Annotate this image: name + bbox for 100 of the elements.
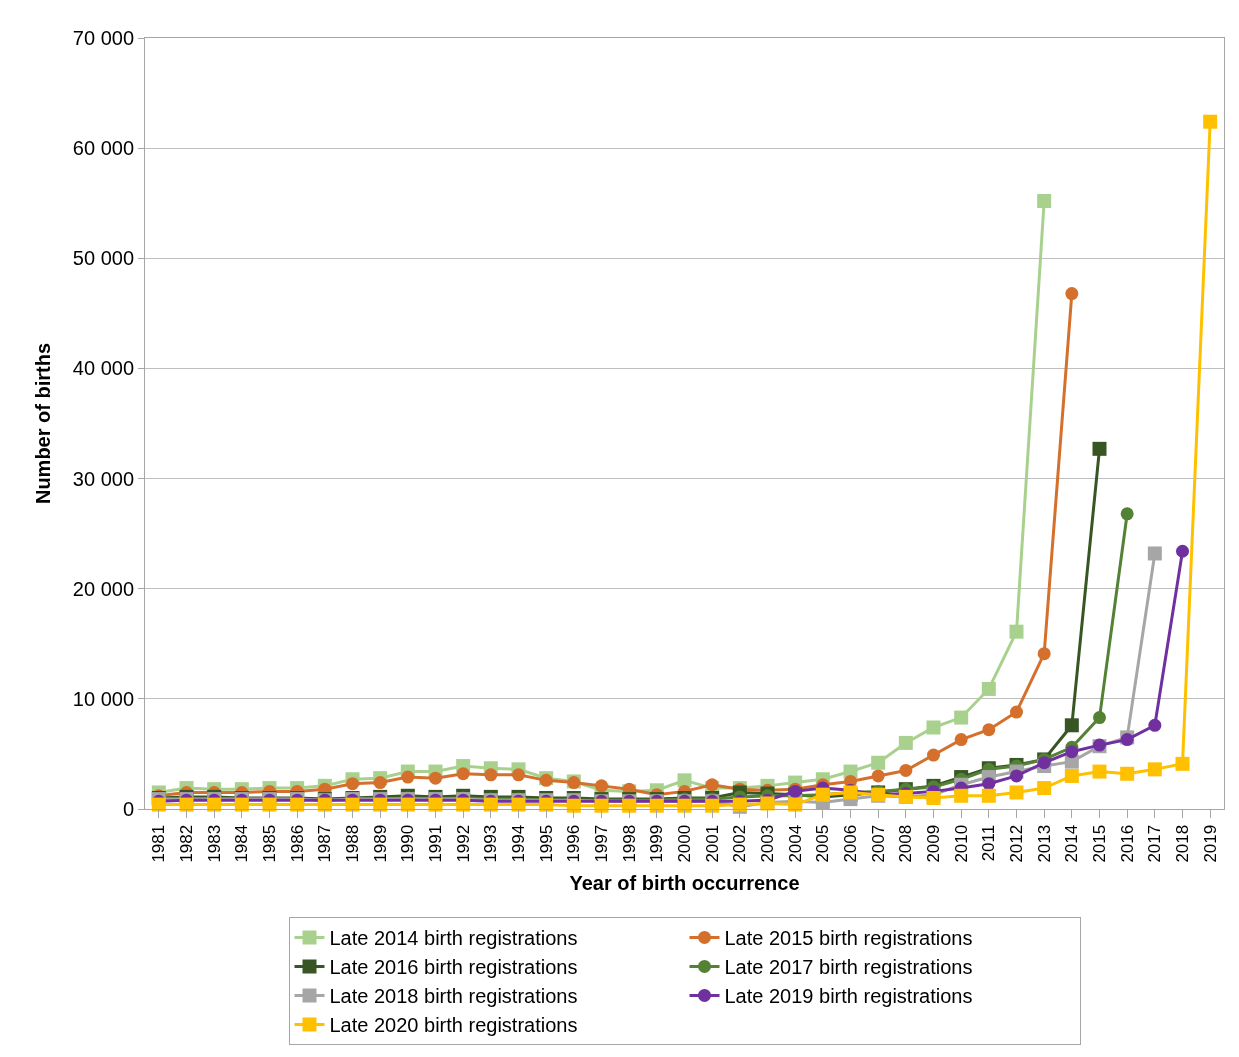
point xyxy=(483,797,498,812)
x-tick-label: 2005 xyxy=(813,824,833,863)
point xyxy=(1064,768,1079,783)
x-tick-label: 2019 xyxy=(1200,824,1220,863)
x-tick-label: 1982 xyxy=(177,824,197,863)
x-tick-label: 1999 xyxy=(647,824,667,863)
point xyxy=(1175,756,1190,771)
x-tick-label: 2004 xyxy=(785,824,805,863)
y-tick-label: 50 000 xyxy=(72,247,134,270)
point xyxy=(926,720,941,735)
x-tick-label: 1997 xyxy=(592,824,612,863)
x-tick-label: 1985 xyxy=(260,824,280,863)
x-tick-label: 2015 xyxy=(1090,824,1110,863)
point xyxy=(290,797,305,812)
x-tick-label: 1989 xyxy=(370,824,390,863)
point xyxy=(484,768,498,782)
y-tick-label: 30 000 xyxy=(72,467,134,490)
y-tick-label: 20 000 xyxy=(72,577,134,600)
x-tick-label: 2013 xyxy=(1034,824,1054,863)
legend-label: Late 2014 birth registrations xyxy=(329,927,578,950)
point xyxy=(981,788,996,803)
point xyxy=(871,769,885,783)
x-tick-label: 1998 xyxy=(619,824,639,863)
x-tick-label: 2007 xyxy=(868,824,888,863)
point xyxy=(871,755,886,770)
y-tick-label: 40 000 xyxy=(72,357,134,380)
point xyxy=(1037,647,1051,661)
x-tick-label: 2001 xyxy=(702,824,722,863)
x-tick-label: 2009 xyxy=(924,824,944,863)
x-tick-label: 2011 xyxy=(979,824,999,862)
x-tick-label: 2018 xyxy=(1173,824,1193,863)
point xyxy=(705,798,720,813)
x-tick-label: 1981 xyxy=(149,824,169,863)
point xyxy=(898,735,913,750)
point xyxy=(982,723,996,737)
x-tick-label: 2014 xyxy=(1062,824,1082,863)
point xyxy=(1092,441,1107,456)
x-tick-label: 1992 xyxy=(453,824,473,863)
y-axis-title: Number of births xyxy=(32,342,55,505)
point xyxy=(151,797,166,812)
x-tick-label: 2003 xyxy=(758,824,778,863)
point xyxy=(1093,711,1106,725)
point xyxy=(1147,546,1162,561)
x-tick-label: 2017 xyxy=(1145,824,1165,863)
x-tick-label: 1994 xyxy=(509,824,529,863)
point xyxy=(1010,705,1023,719)
point xyxy=(456,797,471,812)
x-tick-label: 1984 xyxy=(232,824,252,863)
point xyxy=(1065,287,1079,301)
point xyxy=(401,770,415,784)
x-tick-label: 2002 xyxy=(730,824,750,863)
point xyxy=(262,797,277,812)
point xyxy=(428,797,443,812)
point xyxy=(954,733,968,747)
x-tick-label: 2012 xyxy=(1007,824,1027,863)
point xyxy=(705,778,719,792)
point xyxy=(400,797,415,812)
point xyxy=(677,773,692,788)
point xyxy=(1009,785,1024,800)
x-tick-label: 1987 xyxy=(315,824,335,863)
point xyxy=(1065,745,1079,759)
point xyxy=(511,797,526,812)
point xyxy=(927,748,940,762)
point xyxy=(595,779,608,793)
point xyxy=(594,798,609,813)
point xyxy=(981,681,996,696)
legend-label: Late 2018 birth registrations xyxy=(329,985,578,1008)
legend-label: Late 2020 birth registrations xyxy=(329,1014,578,1037)
point xyxy=(649,798,664,813)
point xyxy=(456,767,470,781)
x-tick-label: 1996 xyxy=(564,824,584,863)
x-tick-label: 1991 xyxy=(426,824,446,863)
y-tick-label: 0 xyxy=(122,798,134,820)
point xyxy=(1120,766,1135,781)
point xyxy=(179,797,194,812)
point xyxy=(899,763,913,777)
point xyxy=(1010,769,1023,783)
point xyxy=(373,797,388,812)
point xyxy=(1009,624,1024,639)
x-tick-label: 1988 xyxy=(343,824,363,863)
point xyxy=(346,777,359,791)
x-tick-label: 1990 xyxy=(398,824,418,863)
point xyxy=(345,797,360,812)
point xyxy=(954,788,969,803)
x-tick-label: 2016 xyxy=(1117,824,1137,863)
point xyxy=(373,776,387,790)
legend-label: Late 2015 birth registrations xyxy=(724,927,973,950)
point xyxy=(1092,764,1107,779)
legend-label: Late 2019 birth registrations xyxy=(724,985,973,1008)
point xyxy=(1120,507,1134,521)
point xyxy=(207,797,222,812)
y-tick-label: 10 000 xyxy=(72,687,134,710)
legend-label: Late 2016 birth registrations xyxy=(329,956,578,979)
point xyxy=(429,771,442,785)
point xyxy=(317,797,332,812)
x-tick-label: 1983 xyxy=(204,824,224,863)
y-tick-label: 70 000 xyxy=(72,27,134,49)
point xyxy=(512,768,525,782)
point xyxy=(677,798,692,813)
point xyxy=(1037,781,1052,796)
